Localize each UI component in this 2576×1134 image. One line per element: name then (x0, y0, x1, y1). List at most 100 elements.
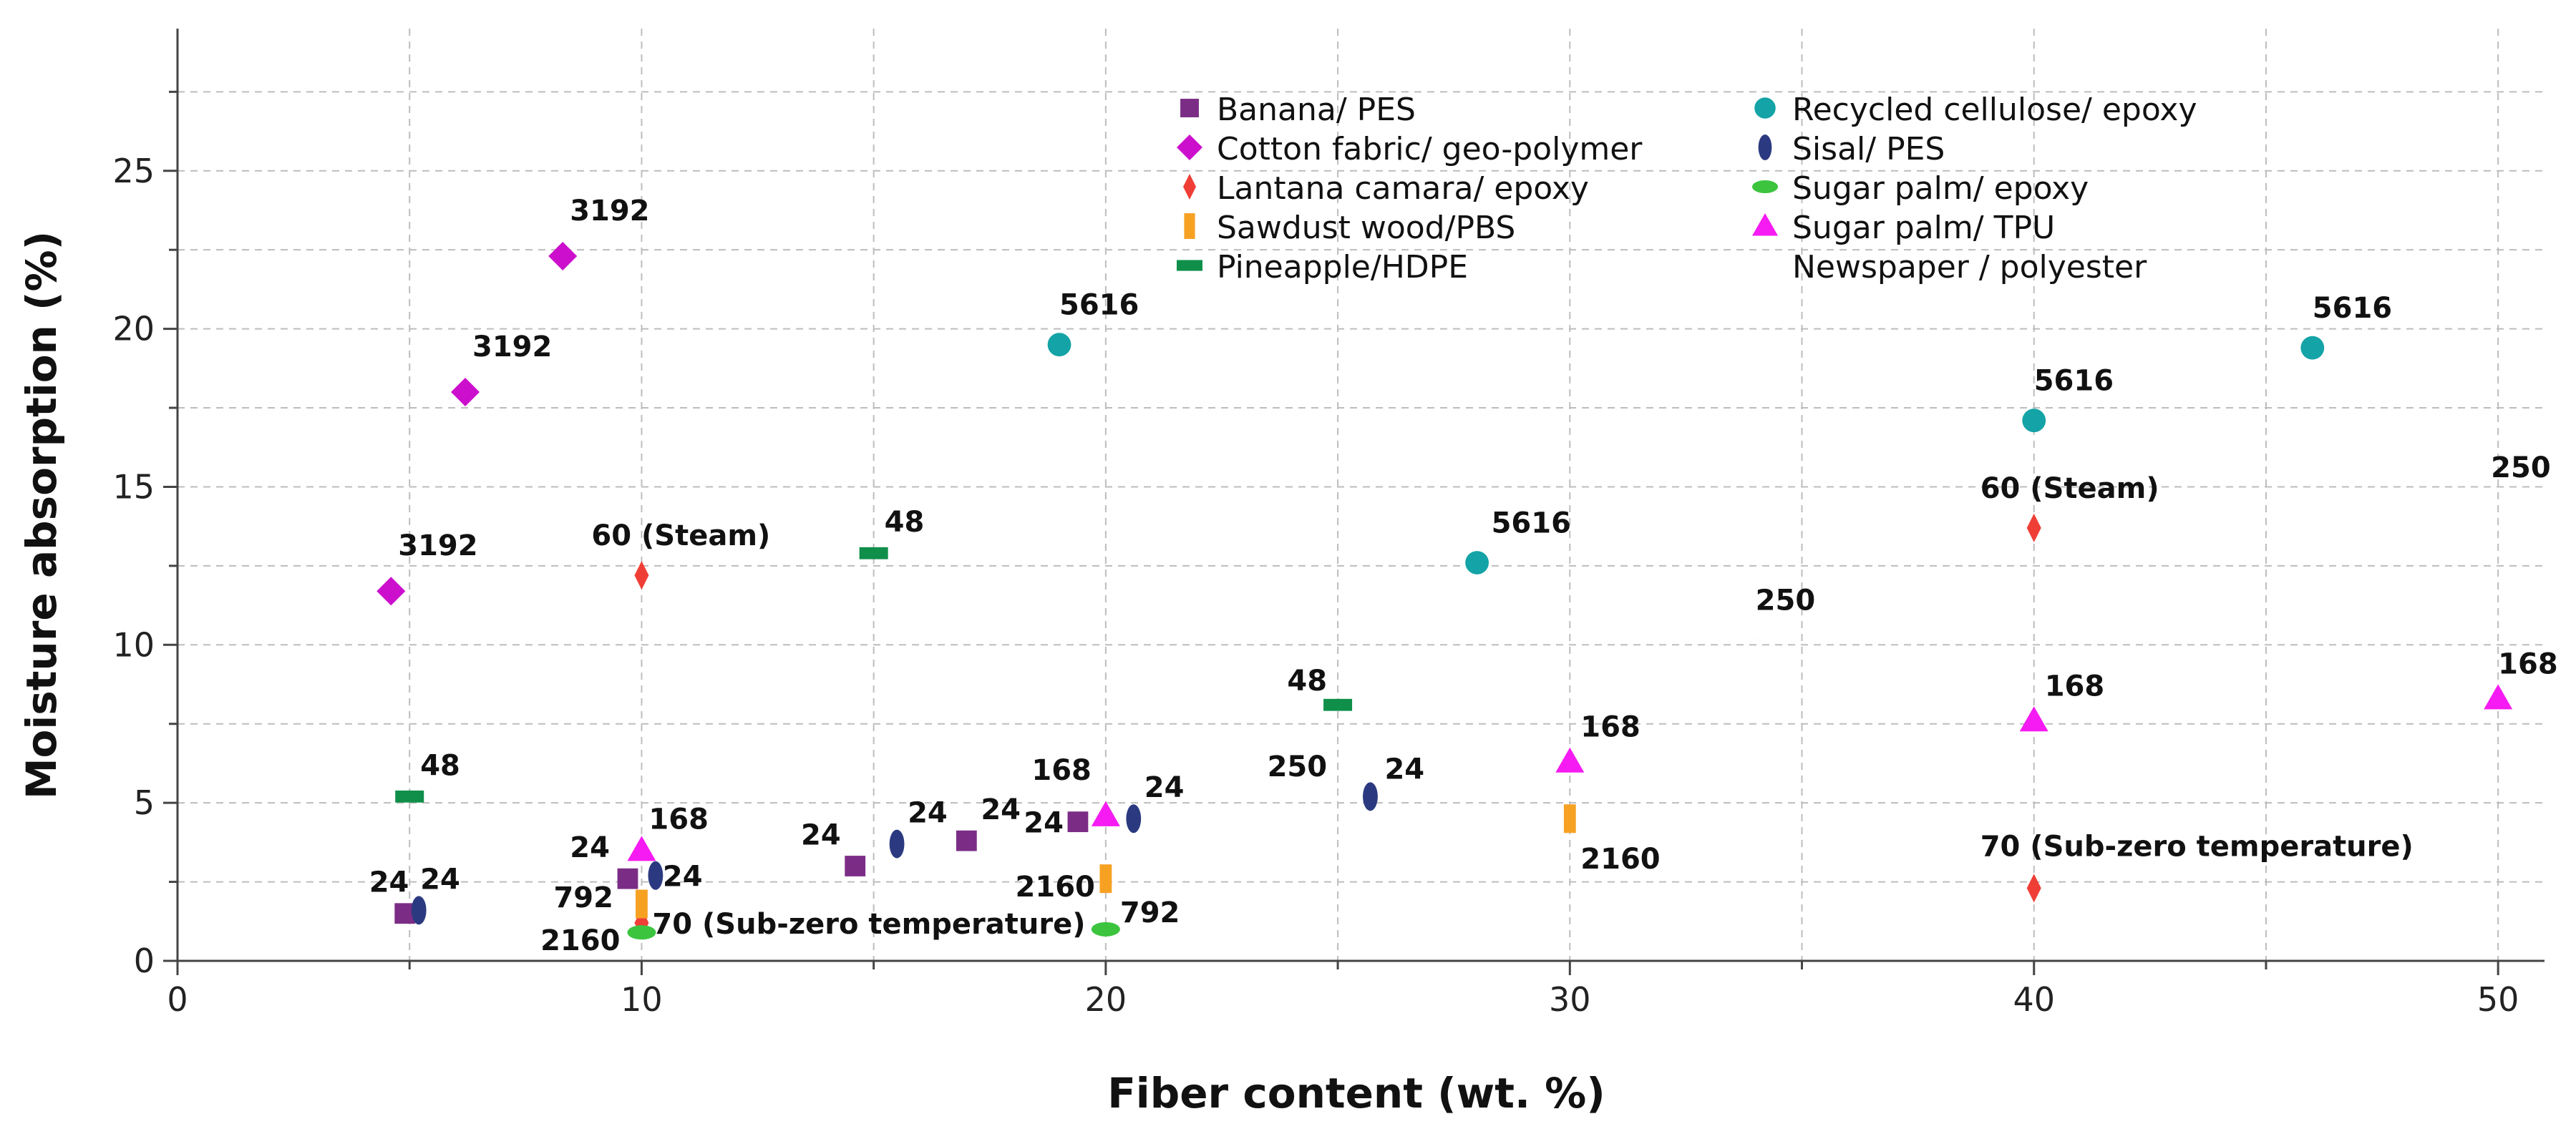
legend-label: Pineapple/HDPE (1217, 249, 1468, 285)
point-annotation: 5616 (1059, 289, 1139, 322)
point-annotation: 3192 (570, 195, 649, 228)
point-annotation: 24 (369, 866, 409, 899)
point-annotation: 168 (1580, 711, 1641, 744)
point-annotation: 250 (1268, 751, 1328, 783)
point-annotation: 24 (1384, 753, 1424, 786)
legend-label: Banana/ PES (1217, 92, 1416, 128)
legend-marker (1183, 174, 1196, 200)
point-sisal-pes (411, 896, 427, 925)
point-newspaper-polyester (1323, 724, 1353, 742)
point-sugar-palm-tpu (2019, 706, 2048, 732)
point-sugar-palm-tpu (1555, 747, 1585, 773)
y-tick-label: 5 (134, 783, 155, 822)
point-sisal-pes (889, 829, 905, 859)
point-annotation: 60 (Steam) (1980, 472, 2159, 505)
point-pineapple-hdpe (859, 547, 888, 559)
point-annotation: 24 (801, 818, 841, 851)
point-cotton-fabric-geo-polymer (548, 242, 578, 271)
point-annotation: 168 (2045, 670, 2105, 703)
point-annotation: 168 (648, 803, 709, 836)
point-sisal-pes (1126, 804, 1142, 834)
point-pineapple-hdpe (1323, 698, 1353, 711)
x-tick-label: 0 (167, 980, 188, 1019)
point-pineapple-hdpe (395, 790, 424, 803)
y-tick-label: 25 (112, 152, 155, 190)
point-recycled-cellulose-epoxy (1047, 333, 1071, 357)
legend-label: Newspaper / polyester (1792, 249, 2147, 285)
legend-marker (1758, 135, 1772, 160)
point-sawdust-wood-pbs (636, 889, 648, 919)
legend-label: Sisal/ PES (1792, 131, 1945, 167)
grid (178, 29, 2545, 961)
point-annotation: 48 (420, 749, 460, 782)
point-lantana-camara-epoxy (634, 561, 649, 590)
point-annotation: 5616 (1492, 507, 1571, 539)
point-annotation: 250 (1756, 584, 1816, 617)
y-tick-label: 20 (112, 310, 155, 348)
x-tick-label: 30 (1549, 980, 1591, 1019)
point-sisal-pes (1363, 782, 1378, 811)
point-recycled-cellulose-epoxy (2300, 336, 2325, 360)
point-banana-pes (1067, 811, 1089, 833)
point-annotation: 3192 (472, 331, 552, 363)
point-annotation: 168 (1031, 754, 1092, 787)
point-newspaper-polyester (2484, 497, 2513, 514)
point-annotation: 70 (Sub-zero temperature) (652, 908, 1085, 941)
point-annotation: 24 (1144, 771, 1185, 804)
legend-label: Sawdust wood/PBS (1217, 210, 1515, 246)
x-tick-label: 40 (2013, 980, 2055, 1019)
point-sugar-palm-tpu (2484, 684, 2513, 710)
legend-label: Recycled cellulose/ epoxy (1792, 92, 2197, 128)
point-sugar-palm-tpu (627, 836, 656, 861)
point-annotation: 2160 (1016, 871, 1095, 904)
point-annotation: 24 (1024, 807, 1064, 840)
point-annotation: 24 (663, 861, 703, 894)
axes: 0 10 20 30 40 50 0 5 10 15 20 25 (112, 29, 2545, 1019)
y-axis-title: Moisture absorption (%) (17, 231, 66, 799)
legend-marker (1180, 99, 1199, 117)
legend-label: Cotton fabric/ geo-polymer (1217, 131, 1643, 167)
legend-marker (1752, 213, 1778, 236)
point-sawdust-wood-pbs (1099, 864, 1112, 894)
point-banana-pes (845, 856, 866, 876)
legend-label: Lantana camara/ epoxy (1217, 170, 1589, 207)
point-annotation: 792 (1120, 896, 1180, 929)
point-newspaper-polyester (1741, 630, 1770, 647)
legend-marker (1752, 180, 1778, 193)
point-recycled-cellulose-epoxy (1465, 551, 1489, 575)
x-axis-title: Fiber content (wt. %) (1107, 1069, 1605, 1118)
x-tick-label: 50 (2477, 980, 2519, 1019)
point-annotation: 48 (1287, 665, 1327, 698)
point-annotation: 24 (981, 793, 1021, 826)
y-tick-label: 0 (134, 942, 155, 980)
legend-marker (1177, 260, 1202, 271)
point-annotation: 168 (2498, 647, 2558, 680)
point-annotation: 5616 (2034, 365, 2114, 398)
point-annotation: 5616 (2313, 292, 2392, 325)
data-markers (376, 242, 2513, 940)
y-tick-label: 10 (112, 625, 155, 664)
point-annotation: 24 (570, 831, 610, 864)
point-annotation: 24 (420, 863, 460, 896)
point-annotation: 2160 (540, 924, 620, 957)
point-lantana-camara-epoxy (2026, 513, 2041, 542)
point-recycled-cellulose-epoxy (2022, 409, 2046, 433)
point-annotation: 3192 (398, 529, 477, 562)
point-annotation: 792 (553, 881, 613, 914)
point-sugar-palm-epoxy (1091, 922, 1120, 937)
point-sawdust-wood-pbs (1563, 804, 1576, 834)
point-annotation: 48 (885, 506, 925, 539)
legend-marker (1177, 135, 1202, 160)
legend-marker (1752, 258, 1778, 273)
point-annotations: 3192 3192 3192 5616 5616 5616 5616 60 (Steam) 60… (369, 195, 2558, 957)
point-annotation: 2160 (1580, 843, 1660, 876)
legend-marker (1184, 213, 1195, 239)
point-cotton-fabric-geo-polymer (376, 577, 406, 606)
point-sugar-palm-epoxy (627, 925, 656, 940)
point-banana-pes (617, 868, 638, 889)
point-lantana-camara-epoxy (2026, 874, 2041, 903)
legend-marker (1754, 97, 1776, 119)
point-annotation: 70 (Sub-zero temperature) (1980, 830, 2414, 863)
